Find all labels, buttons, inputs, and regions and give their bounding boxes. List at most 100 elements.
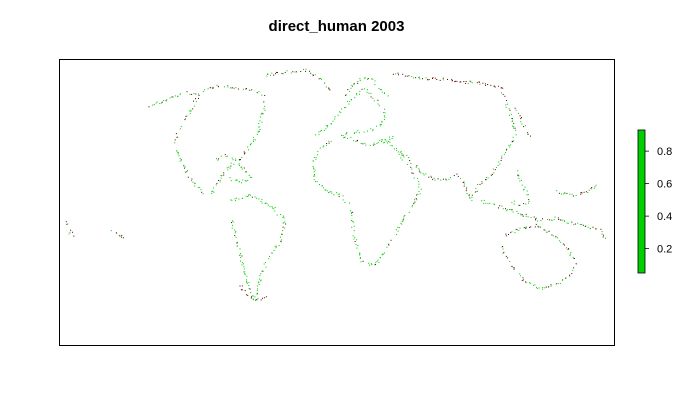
coast-cell	[463, 81, 465, 83]
coast-cell	[393, 148, 395, 150]
coast-cell	[518, 230, 520, 231]
coast-cell	[260, 113, 262, 115]
coast-cell	[418, 186, 420, 188]
coast-cell	[332, 120, 334, 122]
coast-cell	[428, 79, 430, 81]
coast-cell	[513, 268, 515, 270]
coast-cell	[386, 142, 388, 144]
coast-cell	[397, 72, 399, 74]
coast-cell	[159, 103, 161, 104]
coast-cell	[328, 88, 330, 90]
coast-cell	[333, 194, 335, 196]
coast-cell	[230, 87, 232, 89]
coast-cell	[448, 178, 450, 180]
coast-cell	[118, 235, 120, 237]
coast-cell	[258, 123, 260, 124]
coast-cell	[258, 198, 260, 200]
coast-cell	[561, 279, 563, 281]
coast-cell	[462, 182, 464, 184]
coast-cell	[249, 90, 251, 91]
coast-cell	[418, 190, 420, 192]
coast-cell	[226, 167, 228, 169]
coast-cell	[353, 238, 355, 240]
coast-cell	[464, 183, 466, 185]
coast-cell	[273, 74, 275, 76]
coast-cell	[395, 73, 397, 75]
coast-cell	[466, 193, 468, 194]
coast-cell	[342, 199, 344, 201]
coast-cell	[560, 241, 562, 243]
coast-cell	[546, 231, 548, 233]
coast-cell	[525, 213, 527, 215]
coast-cell	[277, 72, 278, 74]
coast-cell	[564, 192, 566, 194]
coast-cell	[559, 219, 561, 221]
coast-cell	[511, 202, 513, 204]
coast-cell	[400, 151, 402, 153]
coast-cell	[470, 81, 472, 83]
coast-cell	[216, 158, 217, 160]
coast-cell	[240, 289, 242, 291]
coast-cell	[225, 156, 227, 158]
coast-cell	[238, 159, 240, 161]
coast-cell	[499, 163, 501, 165]
coast-cell	[587, 192, 589, 193]
coast-cell	[359, 257, 361, 259]
coast-cell	[161, 102, 162, 104]
coast-cell	[509, 209, 511, 210]
coast-cell	[487, 203, 489, 205]
coast-cell	[238, 181, 240, 183]
coast-cell	[186, 171, 188, 172]
coast-cell	[502, 87, 504, 89]
coast-cell	[241, 262, 243, 264]
coast-cell	[319, 147, 321, 149]
coast-cell	[412, 172, 414, 174]
coast-cell	[374, 80, 376, 82]
coast-cell	[571, 193, 573, 195]
coast-cell	[350, 136, 352, 138]
coast-cell	[379, 89, 381, 91]
coast-cell	[501, 155, 503, 157]
coast-cell	[69, 231, 71, 233]
coast-cell	[188, 110, 190, 112]
coast-cell	[243, 151, 245, 153]
coast-cell	[362, 260, 364, 262]
coast-cell	[312, 74, 314, 76]
coast-cell	[73, 235, 75, 237]
coast-cell	[176, 151, 178, 153]
coast-cell	[248, 282, 250, 284]
coast-cell	[250, 297, 252, 299]
coast-cell	[577, 222, 579, 224]
coast-cell	[250, 142, 252, 144]
coast-cell	[505, 235, 507, 237]
coast-cell	[457, 175, 459, 177]
coast-cell	[550, 284, 552, 286]
coast-cell	[256, 92, 258, 93]
coast-cell	[510, 144, 512, 146]
coast-cell	[351, 220, 353, 222]
coast-cell	[180, 93, 181, 95]
coast-cell	[256, 134, 258, 135]
coast-cell	[348, 103, 350, 105]
coast-cell	[415, 77, 417, 79]
coast-cell	[220, 155, 222, 157]
coast-cell	[389, 138, 391, 140]
coast-cell	[354, 236, 356, 238]
coast-cell	[554, 216, 556, 218]
coast-cell	[241, 182, 243, 184]
coast-cell	[474, 191, 476, 193]
coast-cell	[466, 186, 468, 188]
coast-cell	[344, 107, 346, 109]
coast-cell	[337, 114, 339, 116]
coast-cell	[359, 253, 361, 255]
coast-cell	[339, 193, 340, 195]
coast-cell	[313, 160, 314, 162]
coast-cell	[233, 88, 235, 90]
coast-cell	[510, 232, 512, 234]
coast-cell	[321, 185, 323, 187]
coast-cell	[498, 207, 499, 209]
coast-cell	[325, 144, 327, 146]
coast-cell	[354, 241, 356, 242]
coast-cell	[592, 226, 594, 228]
coast-cell	[243, 263, 244, 265]
